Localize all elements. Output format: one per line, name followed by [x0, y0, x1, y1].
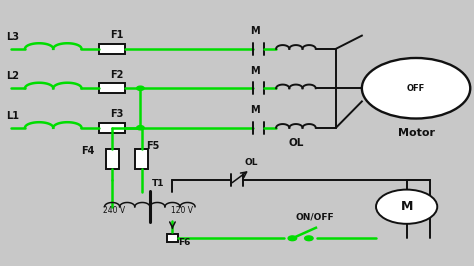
Text: L3: L3: [6, 32, 19, 41]
FancyBboxPatch shape: [135, 149, 148, 169]
FancyBboxPatch shape: [106, 149, 118, 169]
Text: L2: L2: [6, 71, 19, 81]
Circle shape: [288, 236, 297, 241]
Circle shape: [376, 190, 438, 224]
Text: F4: F4: [82, 146, 95, 156]
Text: M: M: [251, 105, 260, 115]
Text: Motor: Motor: [398, 128, 435, 138]
Text: ON/OFF: ON/OFF: [296, 213, 335, 222]
Text: M: M: [401, 200, 413, 213]
Text: F6: F6: [178, 238, 191, 247]
FancyBboxPatch shape: [99, 123, 125, 133]
FancyBboxPatch shape: [167, 234, 178, 242]
Text: F5: F5: [146, 141, 160, 151]
Text: M: M: [251, 26, 260, 36]
Text: 120 V: 120 V: [171, 206, 193, 215]
FancyBboxPatch shape: [99, 83, 125, 93]
Text: F3: F3: [110, 109, 123, 119]
Text: 240 V: 240 V: [103, 206, 125, 215]
Text: L1: L1: [6, 110, 19, 120]
Text: OL: OL: [288, 138, 303, 148]
Circle shape: [137, 126, 144, 130]
Text: T1: T1: [152, 179, 164, 188]
Circle shape: [305, 236, 313, 241]
Circle shape: [362, 58, 470, 119]
FancyBboxPatch shape: [99, 44, 125, 54]
Text: OL: OL: [244, 157, 257, 167]
Text: F1: F1: [110, 30, 123, 40]
Circle shape: [137, 86, 144, 90]
Text: M: M: [251, 66, 260, 76]
Text: F2: F2: [110, 70, 123, 80]
Text: OFF: OFF: [407, 84, 425, 93]
